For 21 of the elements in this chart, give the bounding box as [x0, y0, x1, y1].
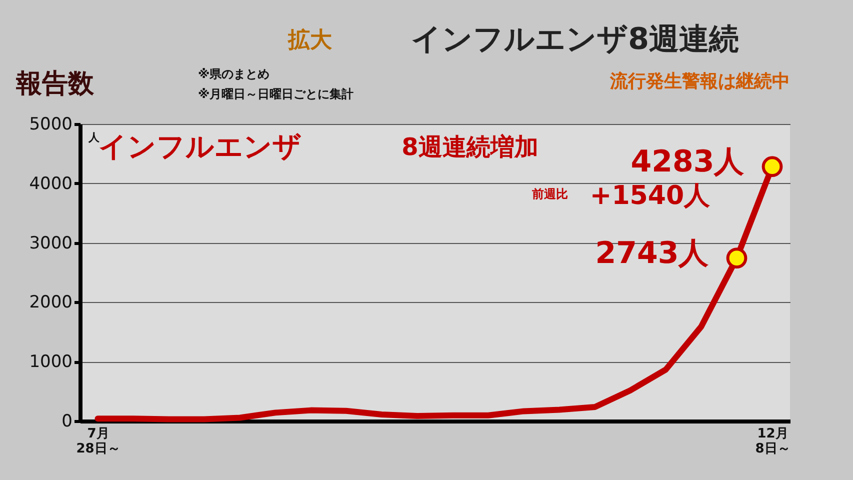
annotation: 8週連続増加 [402, 133, 538, 161]
text: ※月曜日～日曜日ごとに集計 [198, 87, 354, 101]
y-axis-title: 人 [88, 131, 100, 144]
y-tick-label: 4000 [29, 174, 72, 194]
text: 拡大 [287, 28, 333, 53]
annotation: インフルエンザ [98, 130, 302, 163]
text: 2743人 [595, 236, 709, 272]
text: 4283人 [630, 144, 744, 180]
x-tick-label: 12月 8日～ [755, 426, 790, 456]
y-tick-label: 1000 [29, 352, 72, 372]
y-tick-label: 2000 [29, 292, 72, 313]
y-tick-label: 5000 [29, 114, 72, 134]
text: 流行発生警報は継続中 [609, 71, 790, 92]
chart-subtitle: 報告数 [15, 69, 95, 99]
y-tick-label: 0 [62, 412, 72, 432]
chart-title: インフルエンザ8週連続 [411, 22, 739, 57]
text: ※県のまとめ [198, 67, 270, 81]
annotation: +1540人 [590, 181, 712, 211]
x-tick-label: 7月 28日～ [76, 426, 120, 456]
y-tick-label: 3000 [29, 233, 72, 254]
annotation: 前週比 [531, 187, 568, 201]
